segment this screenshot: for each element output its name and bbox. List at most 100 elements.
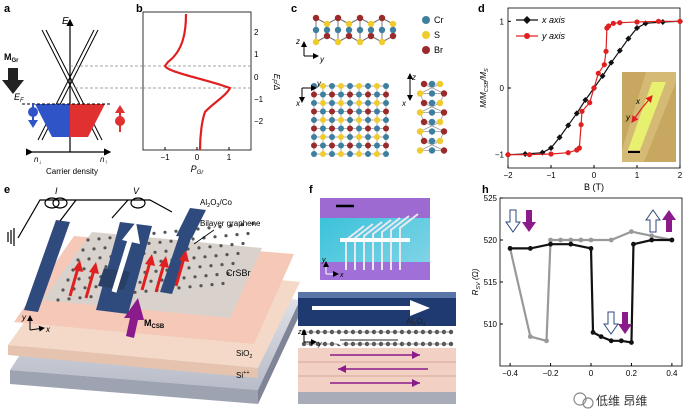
panel-f: f y x (309, 184, 430, 280)
carbon-atom (86, 238, 90, 242)
circuit (7, 197, 173, 246)
atom (334, 38, 342, 46)
atom (356, 151, 362, 157)
legend-label-s: S (434, 30, 440, 40)
atom (374, 108, 380, 115)
crsbr-label: CrSBr (226, 268, 251, 278)
lead (363, 221, 383, 270)
carbon-atom (240, 223, 244, 227)
carbon-atom (77, 277, 81, 281)
data-point (617, 20, 623, 26)
carbon-atom (203, 255, 207, 259)
atom (365, 83, 371, 89)
panel-g: g Al2O3 z y (297, 292, 456, 404)
mcsb-label: MCSB (144, 318, 165, 330)
graphene-label: Bilayer graphene (200, 219, 261, 228)
legend-marker-br (422, 46, 430, 54)
atom (345, 32, 353, 40)
magnetization-arrows-left (505, 209, 536, 233)
carbon-atom (67, 297, 71, 301)
tick-label: 1 (254, 50, 259, 59)
current-source-icon (44, 197, 60, 209)
atom (428, 80, 436, 88)
carbon-atom (81, 248, 85, 252)
carbon-atom (94, 285, 98, 289)
arrow-head-icon (412, 351, 420, 359)
tick-label: 0 (254, 73, 259, 82)
crystal-top-view (311, 83, 389, 157)
spin-arrow-icon (174, 257, 186, 287)
atom (436, 99, 444, 107)
bond (419, 102, 441, 113)
atom (416, 109, 424, 116)
tick-label: 515 (484, 278, 498, 287)
data-point (522, 151, 529, 157)
legend-marker-s (422, 31, 430, 39)
data-point (527, 334, 533, 339)
atom (365, 125, 371, 132)
axis-x-label: x (45, 325, 51, 334)
carbon-atom (197, 246, 201, 250)
atom (338, 151, 344, 157)
tick-label: 520 (484, 236, 498, 245)
atom (334, 14, 342, 22)
atom (365, 117, 371, 123)
spin-arrow-icon (140, 261, 152, 291)
axis-x-label: x (295, 99, 301, 108)
panel-letter-c: c (291, 3, 297, 15)
carbon-atom (448, 341, 454, 347)
circuit-wire (111, 199, 129, 219)
h-ticks: −0.4 −0.2 0 0.2 0.4 525 520 515 510 (484, 194, 678, 378)
data-point (659, 19, 666, 25)
axis-x-arrow (29, 325, 45, 332)
tick-label: 0.2 (626, 369, 638, 378)
bond (423, 83, 445, 94)
panel-e: e (4, 184, 300, 404)
atom (356, 100, 362, 106)
carbon-atom (215, 273, 219, 277)
tick-label: −2 (503, 171, 513, 180)
data-point (655, 18, 662, 24)
arrow-head-icon (412, 379, 420, 387)
d-ylabel: M/MCSB/MS (479, 68, 490, 108)
atom (389, 20, 397, 28)
data-point (587, 100, 593, 106)
carbon-atom (104, 265, 108, 269)
tick-label: 1 (635, 171, 640, 180)
device-leads (340, 213, 419, 270)
graphene-bilayer-side (301, 329, 454, 347)
carbon-atom (241, 241, 245, 246)
crsbr-magnetization-arrows (330, 351, 428, 387)
data-point (544, 338, 549, 344)
axis-y-label: y (319, 55, 325, 64)
carbon-atom (103, 246, 107, 250)
axis-y-label-2: y (316, 79, 322, 88)
b-yticks: 2 1 0 −1 −2 (254, 28, 264, 126)
atom (334, 26, 342, 34)
data-point (631, 241, 636, 247)
spin-arrows (68, 250, 189, 299)
oxide-label: Al2O3 (406, 317, 425, 328)
data-point (573, 110, 580, 117)
data-point (649, 233, 655, 239)
atom (312, 38, 320, 46)
atom (356, 108, 362, 115)
atom (420, 137, 428, 145)
carbon-atom (224, 234, 228, 238)
atom (311, 91, 317, 98)
atom (338, 91, 344, 98)
data-point (618, 338, 624, 344)
atom (365, 151, 371, 157)
tick-label: −1 (495, 151, 505, 160)
atom (320, 151, 326, 157)
carbon-atom (225, 253, 229, 257)
atom (374, 142, 380, 149)
carbon-atom (246, 231, 250, 236)
panel-h: h −0.4 −0.2 0 0.2 0.4 525 520 515 510 RSV (Ω) (471, 184, 683, 378)
data-point (598, 334, 604, 339)
graphene-pointer (193, 229, 215, 245)
legend-marker-x (523, 16, 531, 24)
electrode-highlight (298, 292, 456, 298)
panel-letter-b: b (136, 3, 143, 15)
